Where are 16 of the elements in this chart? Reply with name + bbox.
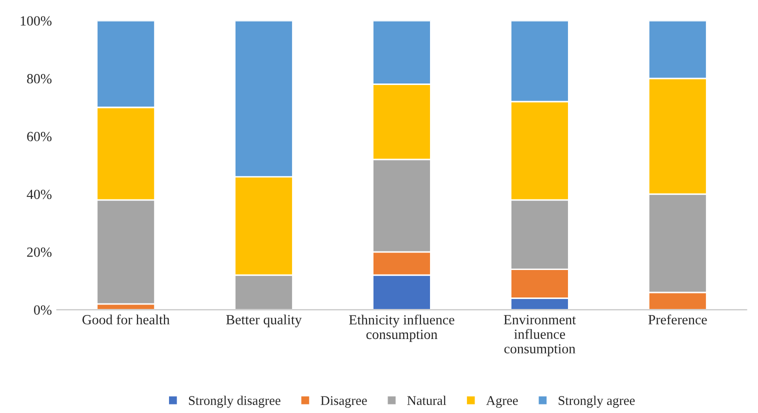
x-tick-label: Ethnicity influence consumption <box>349 314 454 342</box>
x-tick-label: Environment influence consumption <box>504 315 576 356</box>
legend-label: Natural <box>407 396 446 406</box>
legend-label: Strongly agree <box>558 396 635 408</box>
y-tick-label: 0% <box>34 305 52 315</box>
legend-label: Disagree <box>320 396 367 408</box>
y-tick-label: 20% <box>27 248 52 257</box>
legend-label: Strongly disagree <box>188 396 280 408</box>
y-tick-label: 40% <box>26 190 52 200</box>
y-tick-label: 80% <box>27 74 52 84</box>
legend-label: Agree <box>486 396 518 408</box>
x-tick-label: Better quality <box>226 314 302 328</box>
y-tick-label: 60% <box>27 132 52 142</box>
y-tick-label: 100% <box>20 16 52 26</box>
x-tick-label: Preference <box>648 314 707 324</box>
x-tick-label: Good for health <box>82 314 170 324</box>
